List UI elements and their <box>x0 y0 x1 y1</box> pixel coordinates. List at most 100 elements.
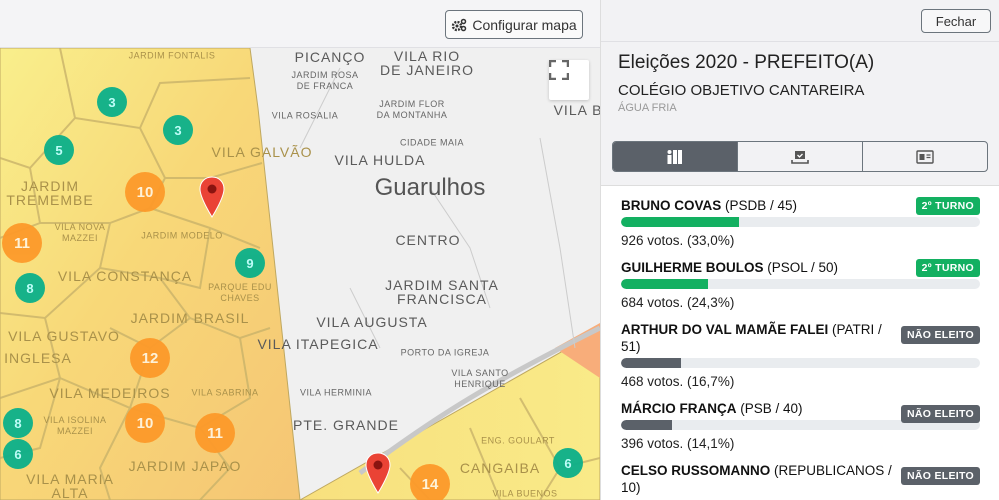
status-badge: NÃO ELEITO <box>901 326 980 344</box>
candidate-name: BRUNO COVAS <box>621 198 722 213</box>
candidate-name-line: GUILHERME BOULOS (PSOL / 50) <box>621 259 896 276</box>
map-place-label: VILA NOVA MAZZEI <box>54 222 106 243</box>
candidate-name-line: BRUNO COVAS (PSDB / 45) <box>621 197 896 214</box>
marker-cluster[interactable]: 11 <box>195 413 235 453</box>
candidate-name: GUILHERME BOULOS <box>621 260 764 275</box>
polling-place: COLÉGIO OBJETIVO CANTAREIRA <box>618 82 865 99</box>
marker-cluster[interactable]: 12 <box>130 338 170 378</box>
status-badge: NÃO ELEITO <box>901 405 980 423</box>
map-place-label: JARDIM SANTA FRANCISCA <box>385 277 499 307</box>
map-place-label: INGLESA <box>4 350 72 366</box>
map-place-label: VILA HERMINIA <box>299 387 373 398</box>
fullscreen-button[interactable] <box>549 60 589 100</box>
status-badge: 2º TURNO <box>915 197 980 215</box>
fullscreen-icon <box>549 60 569 80</box>
candidate-party: (PSB / 40) <box>740 401 803 416</box>
map-pin-icon[interactable] <box>365 452 391 494</box>
marker-cluster[interactable]: 10 <box>125 403 165 443</box>
vote-progress-fill <box>621 358 681 368</box>
map-place-label: PARQUE EDU CHAVES <box>208 282 272 303</box>
map-place-label: JARDIM ROSA DE FRANCA <box>291 70 359 91</box>
map-toolbar: Configurar mapa <box>0 0 600 48</box>
panel-tabs <box>612 141 988 172</box>
candidate-item: BRUNO COVAS (PSDB / 45) 2º TURNO 926 vot… <box>601 197 999 248</box>
map-place-label: VILA BUENOS <box>492 488 558 499</box>
candidate-item: ARTHUR DO VAL MAMÃE FALEI (PATRI / 51) N… <box>601 321 999 389</box>
map-place-label: VILA MEDEIROS <box>49 385 171 401</box>
map-place-label: VILA ITAPEGICA <box>257 336 379 352</box>
region-peak <box>555 323 600 378</box>
candidate-name: CELSO RUSSOMANNO <box>621 463 771 478</box>
map-place-label: VILA ISOLINA MAZZEI <box>43 415 107 436</box>
vote-progress-bar <box>621 217 980 227</box>
tab-ballot[interactable] <box>738 142 863 171</box>
map-place-label: Guarulhos <box>374 174 486 201</box>
map-place-label: VILA SANTO HENRIQUE <box>451 368 509 389</box>
map-place-label: VILA MARIA ALTA <box>26 471 114 500</box>
map-place-label: VILA GUSTAVO <box>8 328 120 344</box>
vote-count: 926 votos. (33,0%) <box>621 233 735 248</box>
marker-cluster[interactable]: 3 <box>97 87 127 117</box>
candidate-party: (REPUBLICANOS / 10) <box>621 463 892 495</box>
election-title: Eleições 2020 - PREFEITO(A) <box>618 52 875 73</box>
candidate-item: GUILHERME BOULOS (PSOL / 50) 2º TURNO 68… <box>601 259 999 310</box>
tab-voters[interactable] <box>613 142 738 171</box>
candidate-item: CELSO RUSSOMANNO (REPUBLICANOS / 10) NÃO… <box>601 462 999 496</box>
ballot-box-icon <box>791 150 809 164</box>
candidate-name: ARTHUR DO VAL MAMÃE FALEI <box>621 322 829 337</box>
map-place-label: VILA AUGUSTA <box>316 314 428 330</box>
vote-progress-fill <box>621 420 672 430</box>
map-place-label: VILA GALVÃO <box>211 144 313 160</box>
map-place-label: ENG. GOULART <box>481 435 555 446</box>
vote-progress-bar <box>621 358 980 368</box>
candidate-name: MÁRCIO FRANÇA <box>621 401 737 416</box>
panel-title-section: Eleições 2020 - PREFEITO(A) COLÉGIO OBJE… <box>601 42 999 128</box>
configure-map-label: Configurar mapa <box>472 16 577 33</box>
vote-count: 396 votos. (14,1%) <box>621 436 735 451</box>
close-button[interactable]: Fechar <box>921 9 991 33</box>
marker-cluster[interactable]: 5 <box>44 135 74 165</box>
panel-header: Fechar <box>601 0 999 42</box>
results-panel: Fechar Eleições 2020 - PREFEITO(A) COLÉG… <box>600 0 999 500</box>
candidate-party: (PATRI / 51) <box>621 322 882 354</box>
marker-cluster[interactable]: 8 <box>15 273 45 303</box>
map-place-label: JARDIM BRASIL <box>130 310 250 326</box>
map-place-label: VILA SABRINA <box>191 387 259 398</box>
status-badge: NÃO ELEITO <box>901 467 980 485</box>
map-place-label: JARDIM JAPAO <box>128 458 242 474</box>
map-place-label: JARDIM FONTALIS <box>128 50 216 61</box>
marker-cluster[interactable]: 6 <box>3 439 33 469</box>
map-place-label: CENTRO <box>395 232 461 248</box>
map-place-label: JARDIM TREMEMBE <box>6 178 94 208</box>
marker-cluster[interactable]: 10 <box>125 172 165 212</box>
district-name: ÁGUA FRIA <box>618 102 677 114</box>
candidate-party: (PSDB / 45) <box>725 198 798 213</box>
vote-count: 468 votos. (16,7%) <box>621 374 735 389</box>
vote-progress-bar <box>621 420 980 430</box>
marker-cluster[interactable]: 9 <box>235 248 265 278</box>
marker-cluster[interactable]: 6 <box>553 448 583 478</box>
voter-booth-icon <box>667 149 682 164</box>
map-place-label: VILA ROSALIA <box>271 110 339 121</box>
tab-candidate-card[interactable] <box>863 142 987 171</box>
candidate-list: BRUNO COVAS (PSDB / 45) 2º TURNO 926 vot… <box>601 185 999 500</box>
configure-map-button[interactable]: Configurar mapa <box>445 10 583 39</box>
map-place-label: VILA RIO DE JANEIRO <box>379 48 475 78</box>
map-place-label: VILA B <box>553 102 600 118</box>
candidate-name-line: ARTHUR DO VAL MAMÃE FALEI (PATRI / 51) <box>621 321 896 355</box>
map-place-label: VILA CONSTANÇA <box>57 268 193 284</box>
map[interactable]: PICANÇO VILA RIO DE JANEIRO JARDIM ROSA DE F… <box>0 48 600 500</box>
region-left <box>0 48 301 500</box>
map-place-label: PTE. GRANDE <box>293 417 399 433</box>
marker-cluster[interactable]: 11 <box>2 223 42 263</box>
map-place-label: VILA HULDA <box>334 152 426 168</box>
map-place-label: JARDIM MODELO <box>141 230 223 241</box>
map-place-label: CIDADE MAIA <box>399 137 465 148</box>
marker-cluster[interactable]: 14 <box>410 464 450 500</box>
id-card-icon <box>916 149 934 164</box>
status-badge: 2º TURNO <box>915 259 980 277</box>
map-pin-icon[interactable] <box>199 176 225 218</box>
marker-cluster[interactable]: 3 <box>163 115 193 145</box>
marker-cluster[interactable]: 8 <box>3 408 33 438</box>
vote-progress-bar <box>621 279 980 289</box>
